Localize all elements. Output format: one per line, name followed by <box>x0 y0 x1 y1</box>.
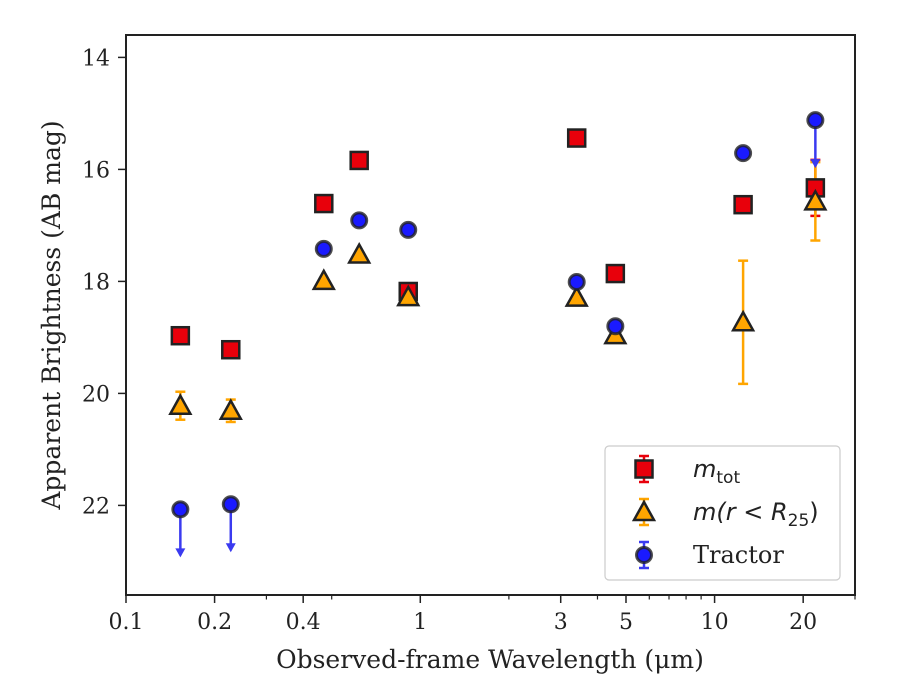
data-point <box>730 309 756 332</box>
legend-marker <box>631 499 657 522</box>
x-axis-label: Observed-frame Wavelength (μm) <box>276 645 704 674</box>
series-triangle-points <box>168 188 828 421</box>
plot-frame <box>125 34 856 596</box>
data-point <box>399 220 418 239</box>
data-point <box>314 239 333 258</box>
x-tick-label: 0.1 <box>109 610 144 635</box>
data-point <box>221 495 240 514</box>
data-point <box>733 194 753 215</box>
y-axis-label: Apparent Brightness (AB mag) <box>37 120 66 510</box>
series-square-points <box>170 128 826 360</box>
y-tick-label: 16 <box>82 158 110 183</box>
data-point <box>564 285 589 307</box>
data-point <box>221 339 241 360</box>
x-tick-label: 0.2 <box>197 610 232 635</box>
data-point <box>314 193 334 214</box>
x-tick-label: 10 <box>701 610 729 635</box>
data-point <box>606 317 625 336</box>
legend-box <box>604 445 841 581</box>
x-axis: 0.1 0.2 0.4 1 3 5 10 20 <box>109 595 856 635</box>
upper-limit-arrow-head <box>225 543 236 553</box>
data-point <box>171 500 190 519</box>
upper-limit-arrow-head <box>175 548 186 558</box>
y-axis: 14 16 18 20 22 <box>82 46 126 519</box>
legend-label: Tractor <box>693 541 784 569</box>
data-point <box>347 241 372 264</box>
upper-limit-arrow-head <box>810 159 821 169</box>
data-point <box>168 393 193 415</box>
legend-marker <box>634 459 654 479</box>
y-tick-label: 22 <box>82 494 110 519</box>
data-marks <box>168 111 828 558</box>
legend-marker <box>635 546 653 564</box>
x-tick-label: 1 <box>413 610 427 635</box>
data-point <box>803 188 828 211</box>
data-point <box>170 325 191 346</box>
series-circle-points <box>171 111 825 519</box>
data-point <box>806 111 825 130</box>
data-point <box>311 268 336 291</box>
data-point <box>349 150 369 171</box>
series-triangle-bars <box>175 160 821 424</box>
x-tick-label: 5 <box>619 610 633 635</box>
x-tick-label: 3 <box>554 610 568 635</box>
data-point <box>566 128 587 148</box>
y-tick-label: 20 <box>82 382 110 407</box>
y-tick-label: 14 <box>82 46 110 71</box>
data-point <box>396 284 421 307</box>
data-point <box>605 263 626 284</box>
data-point <box>350 211 369 230</box>
data-point <box>567 272 586 291</box>
x-tick-label: 0.4 <box>286 610 321 635</box>
y-tick-label: 18 <box>82 270 110 295</box>
x-tick-label: 20 <box>789 610 817 635</box>
data-point <box>218 398 243 421</box>
data-point <box>734 144 753 163</box>
